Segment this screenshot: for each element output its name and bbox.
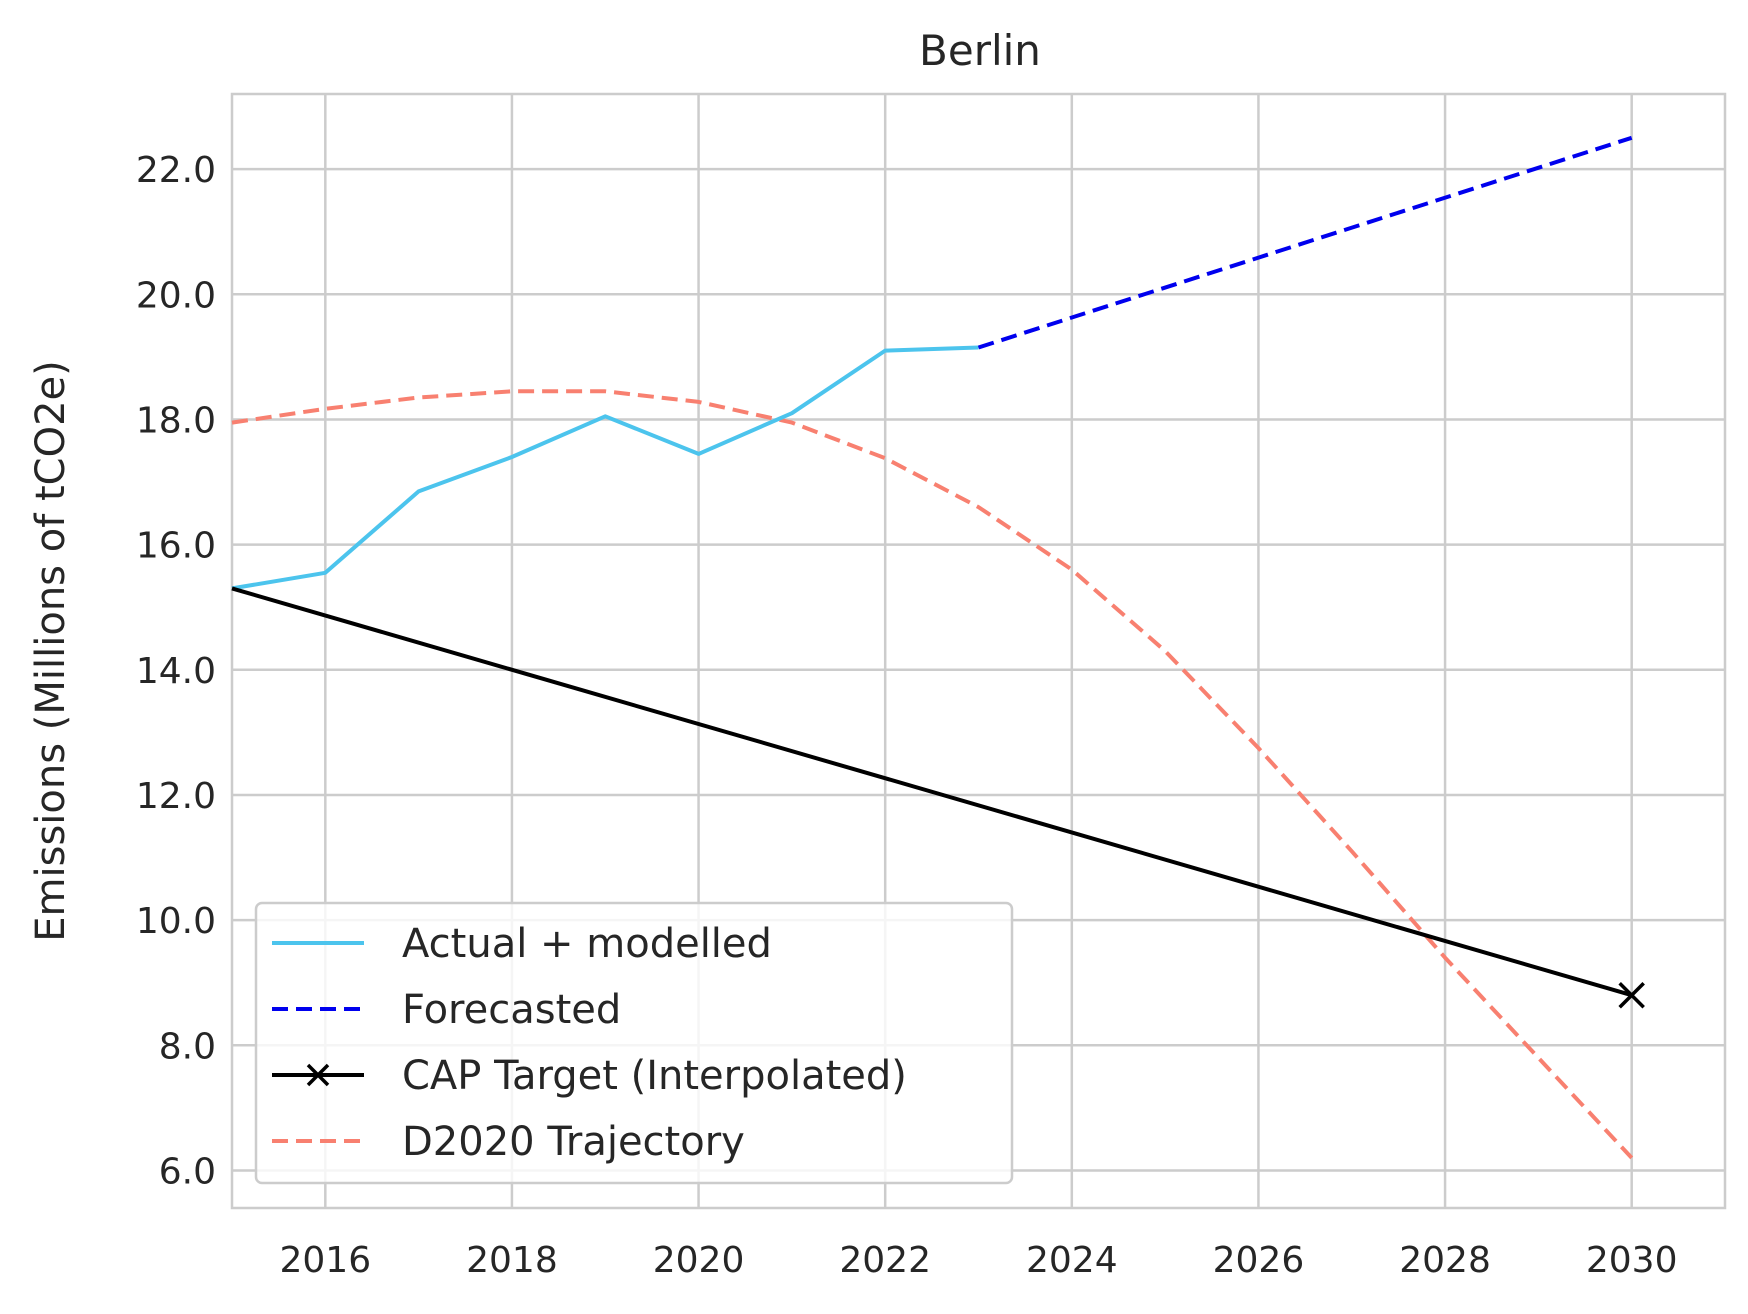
legend: Actual + modelled Forecasted CAP Target (I…: [254, 901, 1014, 1185]
series-line-cap-target-interpolated: [231, 586, 1633, 998]
y-tick-label: 6.0: [159, 1151, 216, 1192]
series-layer: [231, 135, 1645, 1160]
legend-box: [254, 901, 1014, 1185]
chart-title: Berlin: [919, 26, 1041, 75]
y-tick-label: 22.0: [136, 150, 216, 191]
x-tick-label: 2016: [280, 1240, 372, 1281]
plot-frame: [230, 92, 1727, 1210]
series-line-actual-modelled: [231, 345, 979, 591]
y-tick-label: 10.0: [136, 901, 216, 942]
y-tick-label: 20.0: [136, 275, 216, 316]
y-tick-label: 16.0: [136, 526, 216, 567]
y-tick-label: 18.0: [136, 400, 216, 441]
x-tick-label: 2022: [839, 1240, 931, 1281]
legend-label: Actual + modelled: [402, 921, 772, 967]
legend-marker-x: [306, 1063, 330, 1087]
y-axis: 6.0 8.0 10.0 12.0 14.0 16.0 18.0 20.0 22.0: [136, 150, 216, 1192]
x-tick-label: 2018: [466, 1240, 558, 1281]
y-tick-label: 8.0: [159, 1026, 216, 1067]
x-tick-label: 2028: [1399, 1240, 1491, 1281]
x-tick-label: 2024: [1026, 1240, 1118, 1281]
x-tick-label: 2030: [1586, 1240, 1678, 1281]
series-marker-x: [1618, 981, 1645, 1009]
y-tick-label: 12.0: [136, 776, 216, 817]
y-axis-label: Emissions (Millions of tCO2e): [28, 360, 74, 942]
x-tick-label: 2026: [1213, 1240, 1305, 1281]
x-tick-label: 2020: [653, 1240, 745, 1281]
x-axis: 2016 2018 2020 2022 2024 2026 2028 2030: [280, 1240, 1678, 1281]
legend-label: CAP Target (Interpolated): [402, 1053, 907, 1099]
series-line-forecasted: [977, 135, 1633, 350]
series-line-d2020-trajectory: [231, 389, 1634, 1160]
legend-label: D2020 Trajectory: [402, 1119, 745, 1165]
y-tick-label: 14.0: [136, 651, 216, 692]
legend-label: Forecasted: [402, 987, 621, 1033]
